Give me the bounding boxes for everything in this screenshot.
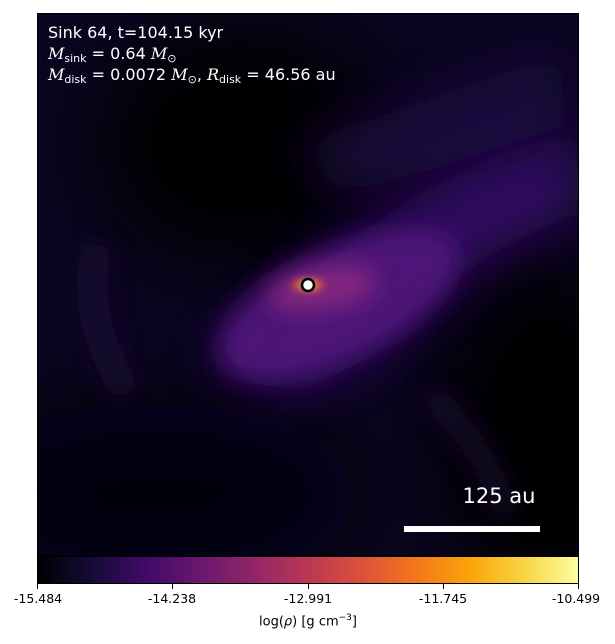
dark-void-lower	[38, 404, 358, 555]
scale-bar-label: 125 au	[462, 484, 536, 508]
filament-lower-right	[420, 384, 520, 519]
colorbar-tick	[172, 584, 173, 589]
sink-marker-icon	[300, 277, 316, 293]
filament-left	[77, 239, 141, 402]
dark-void-upper	[98, 24, 378, 264]
sink-mass-label: Msink = 0.64 M⊙	[48, 44, 177, 65]
disk-properties-label: Mdisk = 0.0072 M⊙, Rdisk = 46.56 au	[48, 65, 336, 86]
colorbar-title: log(ρ) [g cm−3]	[259, 613, 357, 630]
colorbar-tick	[443, 584, 444, 589]
dark-void-right	[438, 264, 578, 555]
colorbar-tick	[37, 584, 38, 589]
colorbar-tick-label: -12.991	[283, 591, 333, 606]
colorbar-tick	[308, 584, 309, 589]
density-map	[38, 14, 578, 555]
density-map-panel: Sink 64, t=104.15 kyr Msink = 0.64 M⊙ Md…	[37, 13, 579, 556]
colorbar-tick-label: -10.499	[551, 591, 601, 606]
colorbar-tick-label: -14.238	[147, 591, 197, 606]
colorbar-gradient	[38, 557, 578, 583]
colorbar-tick-label: -11.745	[418, 591, 468, 606]
scale-bar	[404, 526, 540, 532]
sink-time-label: Sink 64, t=104.15 kyr	[48, 23, 224, 42]
colorbar-tick-label: -15.484	[13, 591, 63, 606]
filament-upper	[298, 54, 568, 194]
colorbar-tick	[578, 584, 579, 589]
colorbar	[37, 556, 579, 584]
